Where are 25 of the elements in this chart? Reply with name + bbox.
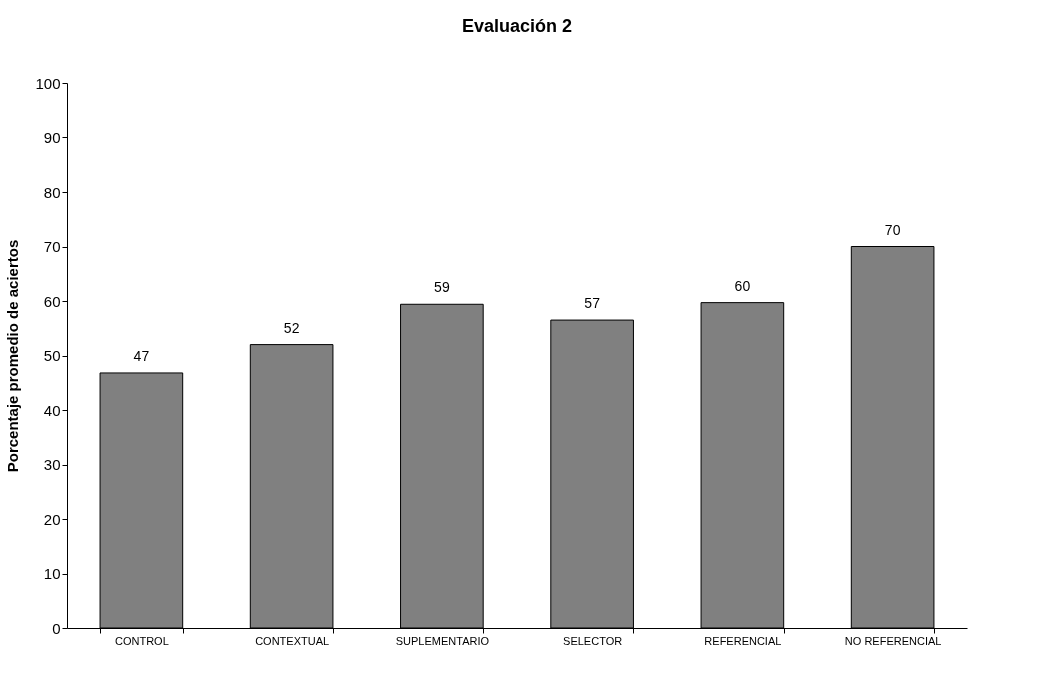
- data-label: 59: [434, 279, 450, 296]
- y-tick-label: 10: [43, 565, 61, 582]
- y-tick-label: 40: [43, 401, 61, 419]
- x-tick-label: REFERENCIAL: [704, 634, 782, 647]
- y-tick-label: 60: [43, 292, 61, 310]
- x-tick-label: SUPLEMENTARIO: [395, 634, 490, 647]
- x-tick-label: CONTEXTUAL: [255, 634, 330, 647]
- y-tick-label: 90: [43, 129, 61, 146]
- data-label: 60: [734, 277, 751, 294]
- chart-title: Evaluación 2: [461, 16, 573, 36]
- y-tick-label: 70: [43, 238, 61, 255]
- x-tick-label: NO REFERENCIAL: [844, 634, 942, 647]
- y-tick-label: 0: [52, 619, 61, 637]
- x-tick-label: CONTROL: [114, 634, 169, 647]
- y-tick-label: 100: [35, 74, 61, 92]
- y-tick-label: 20: [43, 510, 61, 528]
- y-tick-label: 30: [43, 456, 61, 473]
- data-label: 52: [283, 319, 300, 336]
- data-label: 57: [584, 295, 601, 312]
- y-axis-title: Porcentaje promedio de aciertos: [4, 239, 22, 473]
- data-label: 47: [133, 347, 150, 364]
- y-tick-label: 80: [43, 183, 61, 201]
- data-label: 70: [884, 221, 901, 238]
- x-tick-label: SELECTOR: [563, 634, 623, 647]
- y-tick-label: 50: [43, 347, 61, 364]
